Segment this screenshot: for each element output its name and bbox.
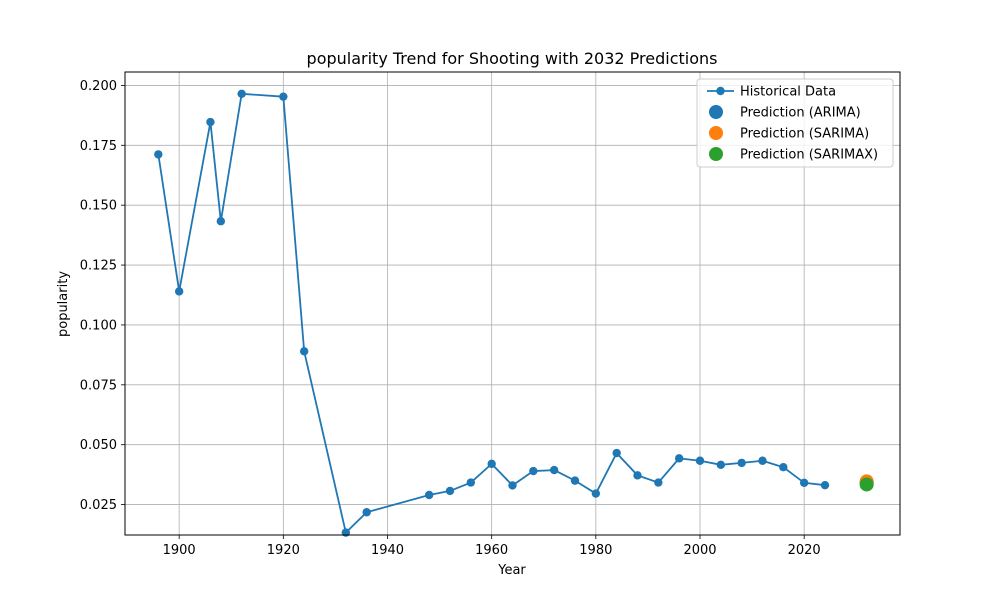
historical-point bbox=[362, 508, 371, 517]
prediction-point-prediction-sarimax bbox=[859, 477, 874, 492]
historical-point bbox=[299, 347, 309, 356]
chart-title: popularity Trend for Shooting with 2032 … bbox=[307, 49, 718, 68]
y-axis: 0.025 0.050 0.075 0.100 0.125 0.150 0.175 0.200 bbox=[80, 79, 125, 513]
y-tick-label: 0.050 bbox=[80, 438, 117, 453]
historical-point bbox=[445, 486, 455, 496]
y-tick-label: 0.200 bbox=[80, 79, 117, 94]
legend-label: Prediction (ARIMA) bbox=[740, 106, 861, 121]
historical-point bbox=[674, 454, 684, 463]
x-tick-label: 1940 bbox=[371, 543, 404, 558]
y-tick-label: 0.125 bbox=[80, 259, 117, 274]
historical-point bbox=[758, 456, 767, 465]
historical-point bbox=[820, 480, 830, 490]
historical-point bbox=[466, 478, 476, 487]
legend-marker bbox=[709, 147, 723, 161]
historical-point bbox=[570, 476, 580, 485]
historical-point bbox=[633, 471, 642, 480]
historical-point bbox=[216, 217, 226, 226]
x-axis-label: Year bbox=[497, 563, 526, 578]
y-tick-label: 0.075 bbox=[80, 378, 117, 393]
historical-point bbox=[279, 92, 288, 101]
axes-frame bbox=[124, 71, 901, 536]
x-tick-label: 2000 bbox=[683, 543, 716, 558]
x-tick-label: 1920 bbox=[267, 543, 300, 558]
x-tick-label: 1960 bbox=[475, 543, 508, 558]
historical-point bbox=[612, 448, 621, 458]
historical-point bbox=[206, 117, 215, 127]
historical-point bbox=[424, 490, 434, 500]
historical-point bbox=[591, 489, 601, 498]
x-tick-label: 1900 bbox=[163, 543, 196, 558]
legend-frame bbox=[696, 78, 894, 168]
x-axis: 1900 1920 1940 1960 1980 2000 2020 bbox=[163, 535, 821, 558]
historical-point bbox=[487, 459, 496, 469]
historical-point bbox=[654, 478, 663, 487]
legend-label: Prediction (SARIMA) bbox=[740, 127, 869, 142]
historical-point bbox=[237, 89, 246, 98]
historical-point bbox=[716, 460, 726, 470]
y-tick-label: 0.100 bbox=[80, 318, 117, 333]
y-tick-label: 0.150 bbox=[80, 199, 117, 214]
historical-point bbox=[695, 456, 705, 465]
legend-marker bbox=[709, 105, 723, 119]
legend-label: Prediction (SARIMAX) bbox=[740, 148, 878, 163]
plot-area bbox=[154, 89, 874, 537]
legend: Historical Data Prediction (ARIMA) Predict… bbox=[696, 78, 894, 168]
historical-point bbox=[341, 528, 351, 537]
grid bbox=[125, 72, 900, 535]
y-axis-label: popularity bbox=[56, 271, 71, 337]
historical-point bbox=[737, 458, 746, 468]
historical-point bbox=[549, 465, 559, 475]
historical-point bbox=[174, 287, 184, 296]
x-tick-label: 2020 bbox=[788, 543, 821, 558]
x-tick-label: 1980 bbox=[579, 543, 612, 558]
y-tick-label: 0.025 bbox=[80, 498, 117, 513]
y-tick-label: 0.175 bbox=[80, 139, 117, 154]
historical-point bbox=[508, 481, 517, 490]
historical-point bbox=[154, 150, 163, 159]
historical-point bbox=[799, 478, 809, 487]
legend-marker bbox=[716, 86, 725, 96]
historical-point bbox=[779, 463, 788, 472]
legend-marker bbox=[709, 126, 723, 140]
legend-label: Historical Data bbox=[740, 85, 836, 100]
historical-point bbox=[529, 466, 538, 476]
